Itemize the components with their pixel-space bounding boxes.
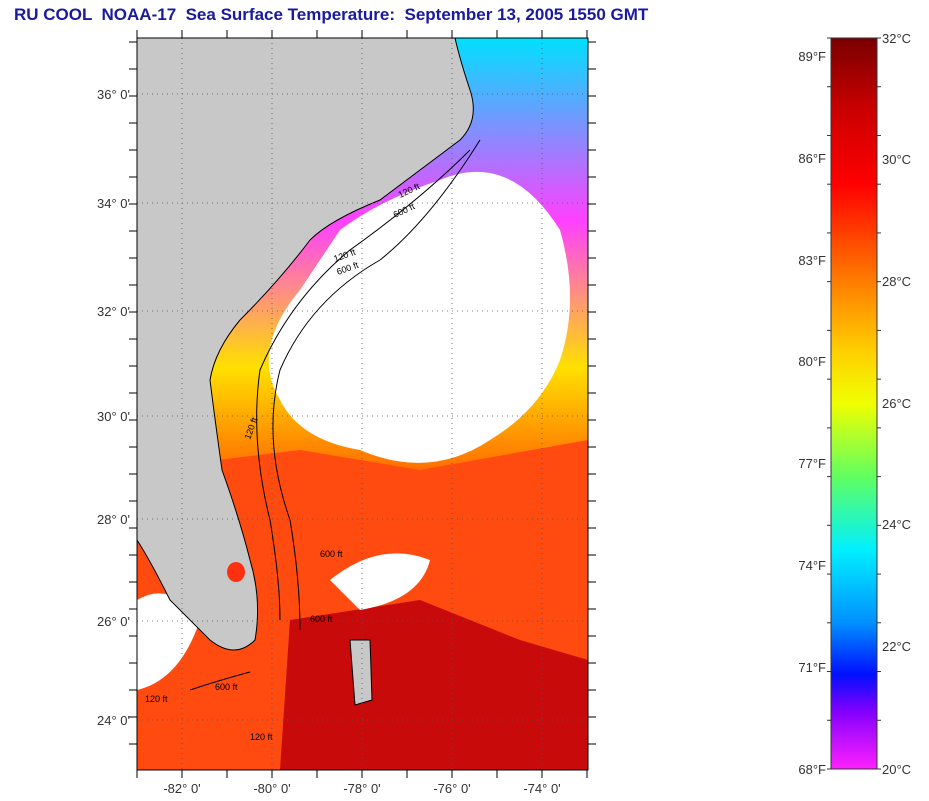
fahrenheit-label: 77°F bbox=[798, 456, 826, 471]
color-scale-ticks bbox=[827, 37, 881, 770]
fahrenheit-label: 68°F bbox=[798, 762, 826, 777]
lon-label: -80° 0' bbox=[253, 781, 290, 796]
lake-warm-spot bbox=[227, 562, 245, 582]
lat-label: 32° 0' bbox=[97, 304, 130, 319]
contour-600ft bbox=[272, 139, 481, 631]
longitude-labels: -82° 0' -80° 0' -78° 0' -76° 0' -74° 0' bbox=[163, 781, 560, 796]
cloud-mass bbox=[268, 171, 570, 463]
celsius-label: 28°C bbox=[882, 274, 911, 289]
contour-label: 600 ft bbox=[215, 682, 238, 692]
map-title: RU COOL NOAA-17 Sea Surface Temperature:… bbox=[14, 5, 649, 24]
lat-label: 30° 0' bbox=[97, 409, 130, 424]
fahrenheit-label: 71°F bbox=[798, 660, 826, 675]
fahrenheit-labels: 89°F 86°F 83°F 80°F 77°F 74°F 71°F 68°F bbox=[798, 49, 826, 777]
contour-label: 120 ft bbox=[250, 732, 273, 742]
fahrenheit-label: 86°F bbox=[798, 151, 826, 166]
celsius-label: 32°C bbox=[882, 31, 911, 46]
land-bahamas bbox=[349, 639, 373, 706]
lat-label: 36° 0' bbox=[97, 87, 130, 102]
celsius-label: 26°C bbox=[882, 396, 911, 411]
lon-label: -74° 0' bbox=[523, 781, 560, 796]
color-scale-bar bbox=[830, 37, 878, 770]
contour-label: 120 ft bbox=[145, 694, 168, 704]
graticule bbox=[137, 38, 588, 770]
land-florida-keys bbox=[189, 671, 251, 691]
lat-label: 28° 0' bbox=[97, 512, 130, 527]
fahrenheit-label: 89°F bbox=[798, 49, 826, 64]
fahrenheit-label: 80°F bbox=[798, 354, 826, 369]
lat-label: 26° 0' bbox=[97, 614, 130, 629]
axis-ticks bbox=[129, 30, 596, 778]
land-us-coast bbox=[136, 37, 474, 651]
lon-label: -78° 0' bbox=[343, 781, 380, 796]
celsius-labels: 32°C 30°C 28°C 26°C 24°C 22°C 20°C bbox=[882, 31, 911, 777]
lon-label: -82° 0' bbox=[163, 781, 200, 796]
cloud-patch-sw bbox=[137, 593, 200, 690]
lat-label: 34° 0' bbox=[97, 196, 130, 211]
fahrenheit-label: 74°F bbox=[798, 558, 826, 573]
celsius-label: 20°C bbox=[882, 762, 911, 777]
celsius-label: 22°C bbox=[882, 639, 911, 654]
fahrenheit-label: 83°F bbox=[798, 253, 826, 268]
celsius-label: 24°C bbox=[882, 517, 911, 532]
cloud-patch-south bbox=[330, 553, 430, 610]
lon-label: -76° 0' bbox=[433, 781, 470, 796]
contour-label: 600 ft bbox=[310, 614, 333, 624]
lat-label: 24° 0' bbox=[97, 713, 130, 728]
contour-label: 600 ft bbox=[320, 549, 343, 559]
contour-120ft bbox=[256, 149, 471, 621]
celsius-label: 30°C bbox=[882, 152, 911, 167]
latitude-labels: 36° 0' 34° 0' 32° 0' 30° 0' 28° 0' 26° 0… bbox=[97, 87, 130, 728]
